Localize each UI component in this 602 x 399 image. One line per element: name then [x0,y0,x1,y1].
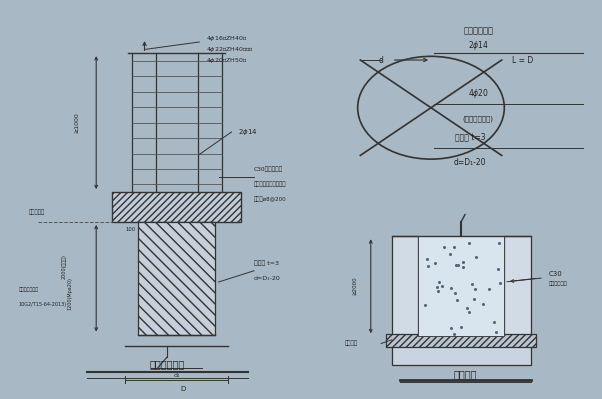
Text: 100: 100 [125,227,135,232]
Text: 圆钢板 t=3: 圆钢板 t=3 [455,132,486,142]
Text: 4$\phi$16（ZH40）: 4$\phi$16（ZH40） [206,34,247,43]
Bar [386,334,536,347]
Text: 4$\phi$22（ZH40截顶）: 4$\phi$22（ZH40截顶） [206,45,253,54]
Bar [392,236,418,336]
Text: 桩台底标高: 桩台底标高 [28,210,45,215]
Text: d=D₁-20: d=D₁-20 [454,158,486,167]
Text: 桶身构造应符合: 桶身构造应符合 [19,287,39,292]
Text: d: d [379,55,383,65]
Text: 4$\phi$20: 4$\phi$20 [468,87,489,99]
Text: 桶顶构造大样: 桶顶构造大样 [149,359,185,369]
Text: 无收缩混凝土填充密实: 无收缩混凝土填充密实 [254,182,287,187]
Text: 桶顶交叉锤筋: 桶顶交叉锤筋 [463,26,493,35]
Text: ≥2000: ≥2000 [353,276,358,295]
Text: (与圆钢板焊牢): (与圆钢板焊牢) [463,115,494,122]
Text: 2$\phi$14: 2$\phi$14 [468,39,489,52]
Text: 4$\phi$20（ZH50）: 4$\phi$20（ZH50） [206,56,247,65]
Text: 配筋筋ø8@200: 配筋筋ø8@200 [254,197,287,202]
Text: C30微膨胀胶剂: C30微膨胀胶剂 [254,167,283,172]
Text: 2$\phi$14: 2$\phi$14 [238,127,258,137]
Bar [138,222,216,334]
Text: d₁: d₁ [173,373,180,378]
Bar [418,236,504,336]
Text: 2000(最小値): 2000(最小値) [61,255,66,279]
Text: D: D [181,386,186,392]
Text: 焊牢补充: 焊牢补充 [344,341,358,346]
Text: C30: C30 [549,271,563,277]
Text: ≥1000: ≥1000 [75,112,79,133]
Text: 桶头大样: 桶头大样 [453,369,477,379]
Text: 圆钢板 t=3: 圆钢板 t=3 [254,261,279,266]
Text: d=D₁-20: d=D₁-20 [254,276,281,281]
Bar [392,344,530,365]
Bar [504,236,530,336]
Text: 1200(Mpa20): 1200(Mpa20) [68,277,73,310]
Text: 10G2/T15-64-2013): 10G2/T15-64-2013) [19,302,67,307]
Bar [113,192,241,222]
Text: 微膨胀混凝土: 微膨胀混凝土 [549,281,568,286]
Text: L = D: L = D [512,55,533,65]
